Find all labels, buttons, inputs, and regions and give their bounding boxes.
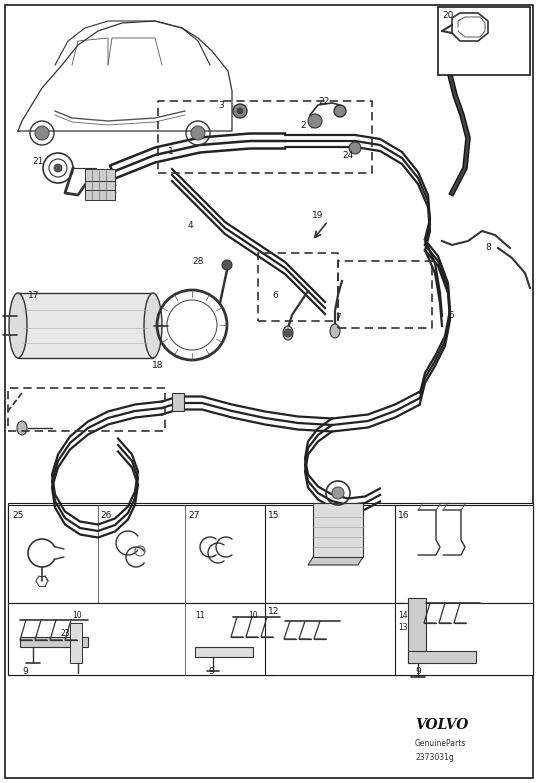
Text: 22: 22 (318, 96, 329, 106)
Circle shape (233, 104, 247, 118)
Text: 28: 28 (192, 257, 203, 265)
Bar (395, 505, 533, 603)
Bar (8, 503, 533, 675)
Bar (85, 189, 115, 200)
Text: 10: 10 (72, 611, 82, 619)
Bar (85, 169, 115, 181)
Bar (265, 505, 403, 603)
Polygon shape (313, 503, 363, 557)
Bar (438, 7, 530, 75)
Circle shape (334, 105, 346, 117)
Text: 25: 25 (12, 511, 23, 519)
Text: 21: 21 (32, 157, 44, 165)
Bar (172, 393, 184, 411)
Bar (20, 637, 88, 647)
Circle shape (349, 142, 361, 154)
Circle shape (237, 108, 243, 114)
Bar (8, 11, 238, 153)
Bar (265, 603, 403, 675)
Text: 19: 19 (312, 211, 323, 219)
Bar (18, 293, 153, 358)
Text: 11: 11 (195, 611, 204, 619)
Text: 9: 9 (415, 666, 421, 676)
Bar (195, 647, 253, 657)
Ellipse shape (9, 293, 27, 358)
Circle shape (222, 260, 232, 270)
Ellipse shape (330, 324, 340, 338)
Text: 2: 2 (300, 121, 306, 129)
Text: 8: 8 (485, 244, 491, 252)
Text: 4: 4 (188, 221, 194, 229)
Text: 9: 9 (22, 666, 28, 676)
Ellipse shape (144, 293, 162, 358)
Text: 26: 26 (100, 511, 111, 519)
Ellipse shape (17, 421, 27, 435)
Text: 23: 23 (60, 629, 69, 637)
Bar (8, 505, 273, 603)
Text: 16: 16 (398, 511, 409, 519)
Text: 10: 10 (248, 611, 258, 619)
Text: 3: 3 (218, 100, 224, 110)
Text: 1: 1 (168, 146, 174, 156)
Circle shape (35, 126, 49, 140)
Text: 20: 20 (442, 10, 454, 20)
Text: 12: 12 (268, 607, 279, 615)
Circle shape (308, 114, 322, 128)
Circle shape (191, 126, 205, 140)
Text: 5: 5 (448, 311, 454, 319)
Bar (408, 598, 426, 663)
Bar (85, 179, 115, 190)
Text: 13: 13 (398, 623, 408, 633)
Text: 27: 27 (188, 511, 200, 519)
Text: 9: 9 (208, 666, 214, 676)
Text: GenuineParts: GenuineParts (415, 738, 466, 748)
Polygon shape (308, 557, 363, 565)
Text: 24: 24 (342, 150, 353, 160)
Text: VOLVO: VOLVO (415, 718, 469, 732)
Circle shape (54, 164, 62, 172)
Text: 17: 17 (28, 290, 39, 300)
Bar (70, 623, 82, 663)
Circle shape (332, 487, 344, 499)
Text: 6: 6 (272, 290, 278, 300)
Circle shape (284, 329, 292, 337)
Text: 7: 7 (335, 313, 341, 323)
Bar (408, 651, 476, 663)
Bar (395, 603, 533, 675)
Ellipse shape (283, 326, 293, 340)
Text: 18: 18 (152, 360, 164, 370)
Bar (8, 603, 273, 675)
Bar (8, 223, 270, 395)
Text: 14: 14 (398, 611, 408, 619)
Text: 15: 15 (268, 511, 280, 519)
Text: 2373031g: 2373031g (415, 753, 454, 763)
